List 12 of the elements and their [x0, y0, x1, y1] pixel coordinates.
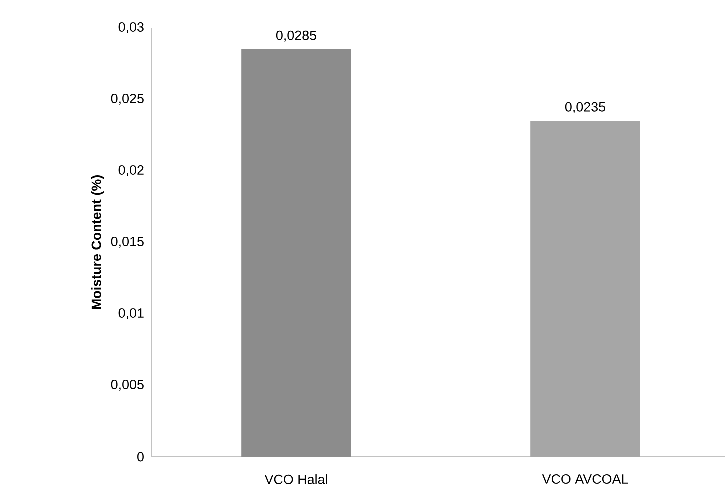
y-axis-title: Moisture Content (%): [91, 176, 104, 310]
data-label: 0,0235: [565, 102, 606, 114]
y-tick-label: 0,02: [118, 165, 144, 177]
data-label: 0,0285: [276, 30, 317, 42]
y-tick-label: 0,005: [111, 380, 144, 392]
y-tick-label: 0: [138, 452, 144, 462]
y-tick-label: 0,015: [111, 236, 144, 248]
x-tick-label: VCO AVCOAL: [542, 474, 628, 484]
y-tick-label: 0,025: [111, 94, 144, 106]
x-tick-label: VCO Halal: [264, 474, 328, 484]
y-tick-label: 0,01: [118, 308, 144, 320]
y-tick-label: 0,03: [118, 22, 144, 34]
